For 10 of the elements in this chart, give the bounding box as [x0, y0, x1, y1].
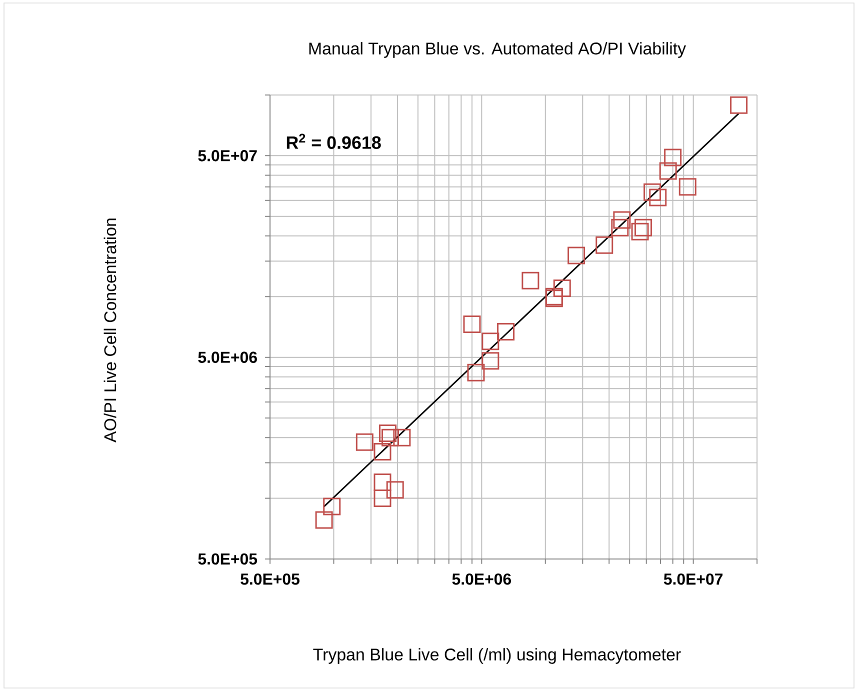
y-tick-label: 5.0E+06	[198, 352, 257, 363]
y-axis-title: AO/PI Live Cell Concentration	[104, 218, 116, 442]
x-axis-title: Trypan Blue Live Cell (/ml) using Hemacytometer	[313, 648, 681, 664]
y-tick-label: 5.0E+07	[198, 150, 257, 162]
annotation: R$^{2}$ = 0.9618	[286, 134, 381, 149]
chart-title: Manual Trypan Blue vs. Automated AO/PI Viability	[309, 42, 686, 58]
x-tick-label: 5.0E+05	[240, 573, 300, 585]
x-tick-label: 5.0E+06	[452, 573, 511, 585]
x-tick-label: 5.0E+07	[664, 573, 723, 585]
y-tick-label: 5.0E+05	[198, 553, 258, 565]
